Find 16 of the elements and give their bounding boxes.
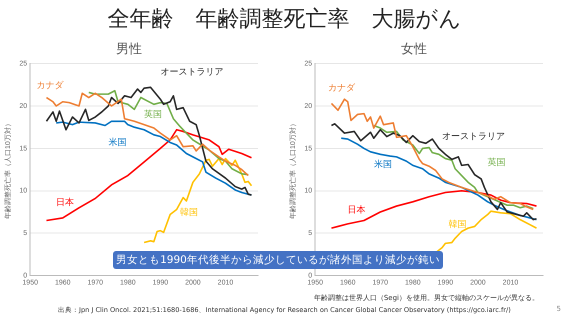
series-label: 韓国: [448, 219, 467, 230]
series-label: オーストラリア: [442, 132, 506, 142]
series-label: カナダ: [328, 82, 356, 94]
series-label: 英国: [144, 108, 162, 120]
series-label: 米国: [374, 158, 392, 170]
text: 全年齢 年齢調整死亡率 大腸がん: [106, 6, 462, 34]
series-label: 米国: [108, 136, 126, 148]
series-label: 韓国: [180, 207, 198, 218]
series-label: 日本: [348, 204, 366, 216]
chart-title: 女性: [401, 42, 427, 58]
chart-title: 男性: [116, 42, 142, 58]
annotation: 男女とも1990年代後半から減少しているが諸外国より減少が鈍い: [113, 251, 443, 269]
series-label: オーストラリア: [160, 67, 224, 78]
series-label: カナダ: [36, 80, 65, 91]
series-label: 日本: [56, 197, 74, 208]
text: 英国: [488, 157, 506, 168]
